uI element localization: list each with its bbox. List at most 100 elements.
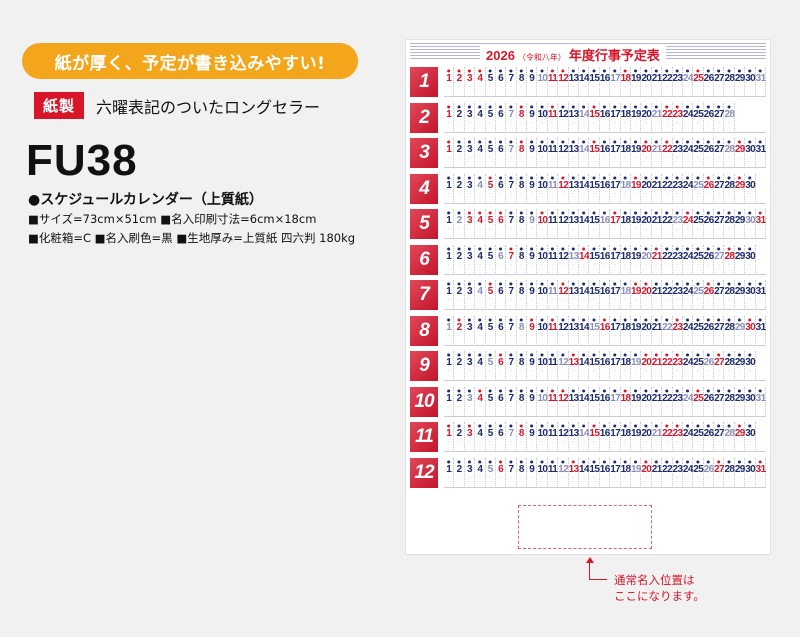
day-cell: ● 15 ·· [589,315,600,346]
day-cell: ● 22 ·· [662,351,673,381]
day-cell: ● 28 ·· [724,67,735,97]
day-cell: ● 28 ·· [724,102,735,133]
weekday-mark: ● [654,210,659,215]
weekday-mark: ● [737,210,742,215]
day-number: 12 [558,392,569,404]
day-number: 25 [693,250,704,262]
day-number: 7 [508,144,515,155]
weekday-mark: ● [602,458,607,464]
day-cell: ● 13 ·· [569,138,579,168]
rokuyo-mark: ·· [613,156,616,160]
day-cell: ● 27 ·· [714,280,725,310]
day-cell: ● 5 ·· [486,173,496,204]
day-number: 15 [589,428,600,439]
rokuyo-mark: ·· [707,120,710,125]
day-cell: ● 30 ·· [745,138,756,168]
rokuyo-mark: ·· [541,440,544,444]
rokuyo-mark: ·· [717,120,720,125]
rokuyo-mark: ·· [582,369,585,373]
weekday-mark: ● [623,352,628,357]
weekday-mark: ● [644,139,648,144]
weekday-mark: ● [478,423,482,428]
rokuyo-mark: ·· [468,156,471,160]
weekday-mark: ● [706,245,711,251]
rokuyo-mark: ·· [676,333,679,338]
weekday-mark: ● [644,458,648,464]
day-number: 2 [456,179,463,191]
weekday-mark: ● [727,174,731,180]
day-number: 8 [518,392,525,404]
weekday-mark: ● [633,210,638,215]
day-number: 16 [599,108,611,120]
day-number: 22 [662,250,673,262]
rokuyo-mark: ·· [728,404,731,409]
weekday-mark: ● [592,316,596,322]
rokuyo-mark: ·· [655,191,658,196]
weekday-mark: ● [571,68,576,73]
day-cell: ● 29 ·· [735,280,745,310]
day-number: 6 [498,179,504,191]
day-cell: ● 16 ·· [600,244,610,275]
weekday-mark: ● [571,103,576,109]
rokuyo-mark: ·· [634,120,637,125]
day-number: 22 [662,321,673,333]
rokuyo-mark: ·· [478,191,481,196]
day-number: 19 [630,250,642,262]
rokuyo-mark: ·· [551,191,554,196]
day-cell: ● 16 ·· [600,280,610,310]
weekday-mark: ● [685,103,690,109]
weekday-mark: ● [519,174,524,180]
day-cell: ● 28 ·· [724,315,735,346]
rokuyo-mark: ·· [551,227,554,231]
day-number: 8 [518,179,525,191]
weekday-mark: ● [581,174,586,180]
day-number: 21 [651,108,663,120]
day-number: 10 [537,215,548,226]
day-number: 24 [682,321,694,333]
rokuyo-mark: ·· [603,156,606,160]
day-cell: ● 8 ·· [517,67,528,97]
day-cell: ● 1 ·· [444,138,455,168]
rokuyo-mark: ·· [592,120,596,125]
rokuyo-mark: ·· [738,440,741,444]
day-cell: ● 2 ·· [454,386,465,417]
rokuyo-mark: ·· [603,404,606,409]
weekday-mark: ● [592,139,596,144]
weekday-mark: ● [457,352,461,357]
day-number: 16 [599,357,611,368]
day-number: 10 [537,108,548,120]
rokuyo-mark: ·· [665,298,668,302]
rokuyo-mark: ·· [665,156,668,160]
rokuyo-mark: ·· [592,404,596,409]
day-number: 18 [620,321,632,333]
weekday-mark: ● [706,210,711,215]
day-number: 14 [579,144,590,155]
weekday-mark: ● [623,139,628,144]
day-number: 25 [693,215,704,226]
rokuyo-mark: ·· [582,85,585,89]
day-cell: ● 16 ·· [600,386,610,417]
day-number: 12 [558,108,569,120]
day-cell: ● 3 ·· [465,457,476,488]
rokuyo-mark: ·· [530,298,533,302]
weekday-mark: ● [550,316,555,322]
rokuyo-mark: ·· [582,475,585,480]
day-number: 20 [641,179,652,191]
weekday-mark: ● [540,316,544,322]
day-cell: ● 15 ·· [589,244,600,275]
rokuyo-mark: ·· [748,227,752,231]
weekday-mark: ● [488,423,492,428]
rokuyo-mark: ·· [447,227,450,231]
weekday-mark: ● [665,458,669,464]
day-cell: ● 18 ·· [620,315,632,346]
rokuyo-mark: ·· [696,156,700,160]
weekday-mark: ● [561,387,565,393]
weekday-mark: ● [498,245,503,251]
rokuyo-mark: ·· [551,85,554,89]
day-number: 30 [745,357,756,368]
day-number: 13 [568,392,580,404]
weekday-mark: ● [457,174,461,180]
rokuyo-mark: ·· [478,156,481,160]
rokuyo-mark: ·· [655,85,658,89]
day-cell: ● 14 ·· [579,351,590,381]
